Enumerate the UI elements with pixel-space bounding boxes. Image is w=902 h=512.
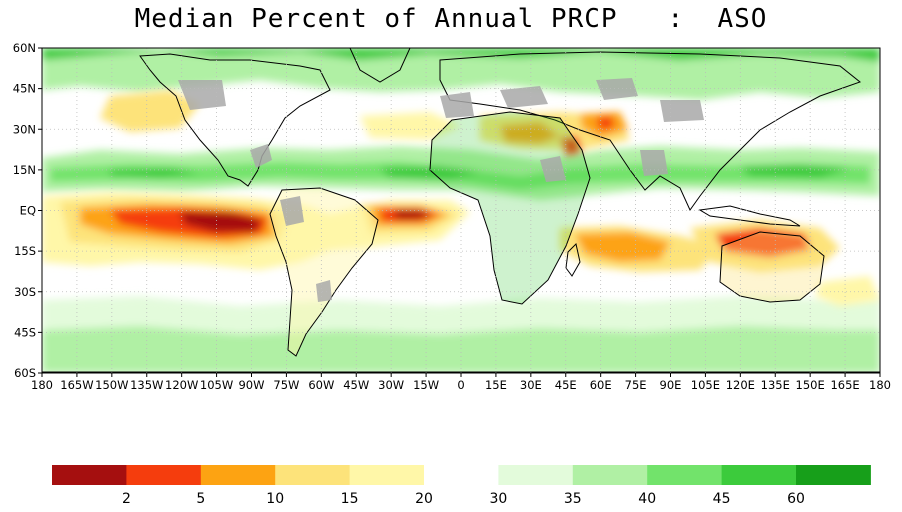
legend-swatch	[52, 465, 127, 485]
missing-data-areas	[178, 78, 704, 302]
lon-tick-label: 90E	[660, 378, 682, 392]
lat-tick-label: 45N	[13, 82, 36, 96]
legend-swatch	[572, 465, 648, 485]
legend-swatch	[349, 465, 425, 485]
lon-tick-label: 60E	[590, 378, 612, 392]
legend-swatch	[424, 465, 499, 485]
north-atlantic-yellow	[360, 112, 460, 140]
map-panel: 180 165W 150W 135W 120W 105W 90W 75W 60W 45W 30W 15…	[13, 41, 891, 392]
indian-ocean-dry-core	[575, 232, 670, 262]
lon-tick-label: 45E	[555, 378, 577, 392]
legend-swatch	[498, 465, 574, 485]
lon-tick-label: 105W	[200, 378, 233, 392]
legend-label: 30	[489, 491, 507, 507]
sahara-dry-core	[500, 112, 628, 144]
lat-tick-label: EQ	[20, 204, 36, 218]
precip-field	[42, 48, 880, 373]
lat-tick-label: 15S	[14, 244, 36, 258]
itcz-green-deep	[110, 164, 850, 180]
lon-tick-label: 15W	[413, 378, 439, 392]
lon-tick-label: 135E	[761, 378, 790, 392]
lon-tick-label: 120W	[165, 378, 198, 392]
lat-tick-label: 45S	[14, 325, 36, 339]
lon-tick-label: 180	[869, 378, 891, 392]
australia-dry-core	[715, 228, 810, 258]
legend-swatch	[126, 465, 202, 485]
legend-label: 10	[266, 491, 284, 507]
lon-tick-label: 105E	[691, 378, 720, 392]
lon-tick-label: 165W	[60, 378, 93, 392]
lon-tick-label: 75E	[625, 378, 647, 392]
legend-swatch	[721, 465, 797, 485]
south-america	[269, 187, 379, 357]
lon-tick-label: 30W	[378, 378, 404, 392]
lat-tick-label: 30S	[14, 285, 36, 299]
lon-tick-label: 60W	[308, 378, 334, 392]
east-pacific-dry-darkred	[180, 210, 432, 232]
legend-boxes	[52, 465, 871, 485]
latitude-tick-labels: 60N 45N 30N 15N EQ 15S 30S 45S 60S	[13, 41, 36, 380]
north-pacific-yellow	[100, 90, 200, 132]
lon-tick-label: 165E	[830, 378, 859, 392]
legend-label: 45	[713, 491, 731, 507]
lon-tick-label: 150W	[95, 378, 128, 392]
south-pacific-yellow	[815, 276, 880, 306]
lon-tick-label: 15E	[485, 378, 507, 392]
color-legend: 2 5 10 15 20 30 35 40 45 60	[52, 465, 871, 507]
arabia-red	[560, 116, 614, 156]
lon-tick-label: 120E	[726, 378, 755, 392]
legend-swatch	[275, 465, 351, 485]
madagascar	[565, 243, 581, 277]
north-green-band-strong	[42, 48, 880, 62]
legend-labels: 2 5 10 15 20 30 35 40 45 60	[122, 491, 805, 507]
lon-tick-label: 90W	[238, 378, 264, 392]
legend-swatch	[647, 465, 723, 485]
eurasia	[439, 51, 862, 211]
lat-tick-label: 15N	[13, 163, 36, 177]
lon-tick-label: 75W	[273, 378, 299, 392]
lat-tick-label: 60S	[14, 366, 36, 380]
lon-tick-label: 135W	[130, 378, 163, 392]
lon-tick-label: 45W	[343, 378, 369, 392]
lat-tick-label: 30N	[13, 122, 36, 136]
legend-swatch	[200, 465, 276, 485]
longitude-tick-labels: 180 165W 150W 135W 120W 105W 90W 75W 60W 45W 30W 15…	[31, 378, 891, 392]
lat-tick-label: 60N	[13, 41, 36, 55]
greenland	[349, 48, 411, 83]
lon-tick-label: 30E	[520, 378, 542, 392]
legend-label: 60	[787, 491, 805, 507]
chart-title: Median Percent of Annual PRCP : ASO	[134, 4, 768, 34]
legend-label: 35	[564, 491, 582, 507]
axis-ticks	[38, 47, 881, 377]
south-green-band	[42, 326, 880, 373]
legend-label: 20	[415, 491, 433, 507]
legend-label: 40	[638, 491, 656, 507]
lon-tick-label: 0	[457, 378, 464, 392]
legend-label: 5	[196, 491, 205, 507]
legend-label: 2	[122, 491, 131, 507]
lon-tick-label: 150E	[796, 378, 825, 392]
australia	[719, 231, 825, 303]
legend-swatch	[796, 465, 871, 485]
legend-label: 15	[341, 491, 359, 507]
lon-tick-label: 180	[31, 378, 53, 392]
